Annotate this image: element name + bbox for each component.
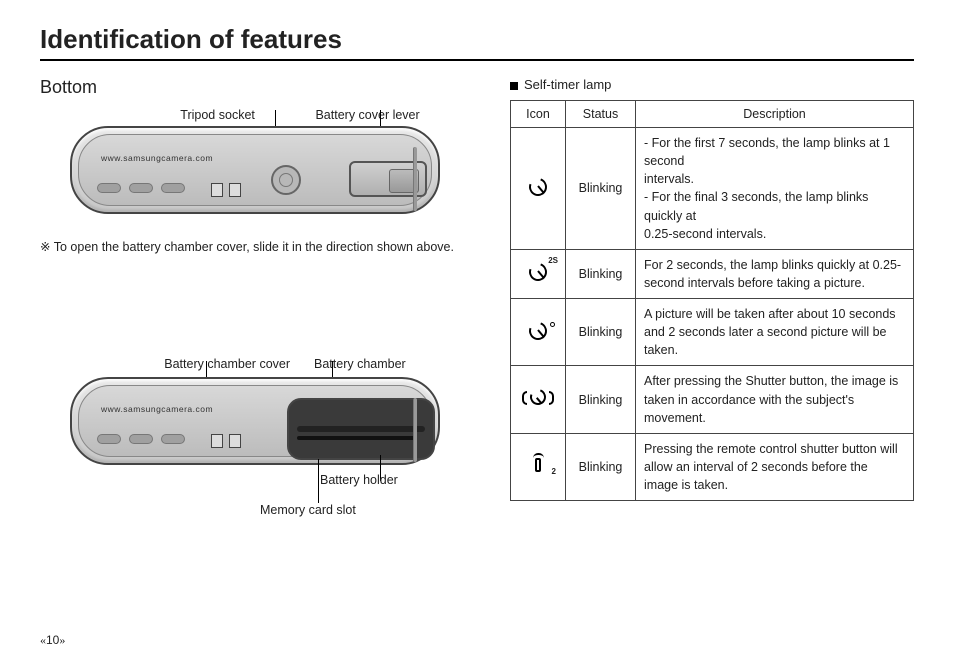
self-timer-table: Icon Status Description Blinking- For th… (510, 100, 914, 501)
description-cell: - For the first 7 seconds, the lamp blin… (636, 128, 914, 250)
label-memory-card-slot: Memory card slot (260, 503, 356, 517)
camera-url-text: www.samsungcamera.com (101, 153, 213, 163)
icon-cell: 2 (511, 433, 566, 500)
self-timer-lamp-heading: Self-timer lamp (510, 77, 914, 92)
icon-cell: 2S (511, 249, 566, 298)
note-body: To open the battery chamber cover, slide… (54, 240, 454, 254)
side-notch (413, 147, 417, 211)
grip-strip (97, 183, 185, 193)
description-cell: For 2 seconds, the lamp blinks quickly a… (636, 249, 914, 298)
camera-inner-plate: www.samsungcamera.com (78, 385, 432, 457)
double-timer-icon (527, 320, 549, 342)
grip-dot (161, 434, 185, 444)
cert-icon (229, 434, 241, 448)
cert-icon (229, 183, 241, 197)
note-text: ※ To open the battery chamber cover, sli… (40, 238, 470, 257)
tripod-socket-icon (271, 165, 301, 195)
label-tripod-socket: Tripod socket (180, 108, 255, 122)
cert-icon (211, 183, 223, 197)
table-header-row: Icon Status Description (511, 101, 914, 128)
page-number: «10» (40, 633, 65, 648)
remote-icon: 2 (527, 454, 549, 476)
card-slot-icon (297, 436, 417, 440)
label-battery-chamber: Battery chamber (314, 357, 406, 371)
col-icon: Icon (511, 101, 566, 128)
page-title: Identification of features (40, 24, 914, 61)
table-row: Blinking- For the first 7 seconds, the l… (511, 128, 914, 250)
table-row: BlinkingAfter pressing the Shutter butto… (511, 366, 914, 433)
motion-timer-icon (525, 387, 551, 409)
right-column: Self-timer lamp Icon Status Description … (510, 77, 914, 501)
quote-right: » (59, 633, 65, 647)
label-battery-cover-lever: Battery cover lever (315, 108, 419, 122)
left-column: Bottom Tripod socket Battery cover lever… (40, 77, 470, 501)
camera-url-text: www.samsungcamera.com (101, 404, 213, 414)
description-cell: A picture will be taken after about 10 s… (636, 299, 914, 366)
mid-callout-row (70, 297, 440, 357)
self-timer-icon (527, 176, 549, 198)
self-timer-icon: 2S (527, 261, 549, 283)
status-cell: Blinking (566, 433, 636, 500)
label-battery-chamber-cover: Battery chamber cover (164, 357, 290, 371)
camera-inner-plate: www.samsungcamera.com (78, 134, 432, 206)
table-row: 2S BlinkingFor 2 seconds, the lamp blinks… (511, 249, 914, 298)
status-cell: Blinking (566, 366, 636, 433)
col-description: Description (636, 101, 914, 128)
camera-body-outline: www.samsungcamera.com (70, 377, 440, 465)
label-battery-holder: Battery holder (320, 473, 398, 487)
note-symbol: ※ (40, 240, 50, 254)
two-column-layout: Bottom Tripod socket Battery cover lever… (40, 77, 914, 501)
table-row: BlinkingA picture will be taken after ab… (511, 299, 914, 366)
callout-line (318, 459, 319, 503)
section-bottom-heading: Bottom (40, 77, 470, 98)
certification-marks (211, 183, 241, 197)
icon-cell (511, 366, 566, 433)
table-row: 2 BlinkingPressing the remote control shu… (511, 433, 914, 500)
square-bullet-icon (510, 82, 518, 90)
status-cell: Blinking (566, 128, 636, 250)
grip-strip (97, 434, 185, 444)
side-notch (413, 398, 417, 462)
cert-icon (211, 434, 223, 448)
icon-cell (511, 128, 566, 250)
description-cell: After pressing the Shutter button, the i… (636, 366, 914, 433)
self-timer-lamp-label: Self-timer lamp (524, 77, 611, 92)
camera-bottom-figure-2: www.samsungcamera.com (70, 377, 440, 465)
status-cell: Blinking (566, 249, 636, 298)
icon-cell (511, 299, 566, 366)
camera-body-outline: www.samsungcamera.com (70, 126, 440, 214)
top-callout-row: Tripod socket Battery cover lever (40, 108, 470, 122)
grip-dot (161, 183, 185, 193)
grip-dot (129, 434, 153, 444)
status-cell: Blinking (566, 299, 636, 366)
grip-dot (129, 183, 153, 193)
camera-bottom-figure-1: www.samsungcamera.com (70, 126, 440, 214)
col-status: Status (566, 101, 636, 128)
grip-dot (97, 183, 121, 193)
certification-marks (211, 434, 241, 448)
description-cell: Pressing the remote control shutter butt… (636, 433, 914, 500)
page-number-value: 10 (46, 633, 59, 647)
grip-dot (97, 434, 121, 444)
